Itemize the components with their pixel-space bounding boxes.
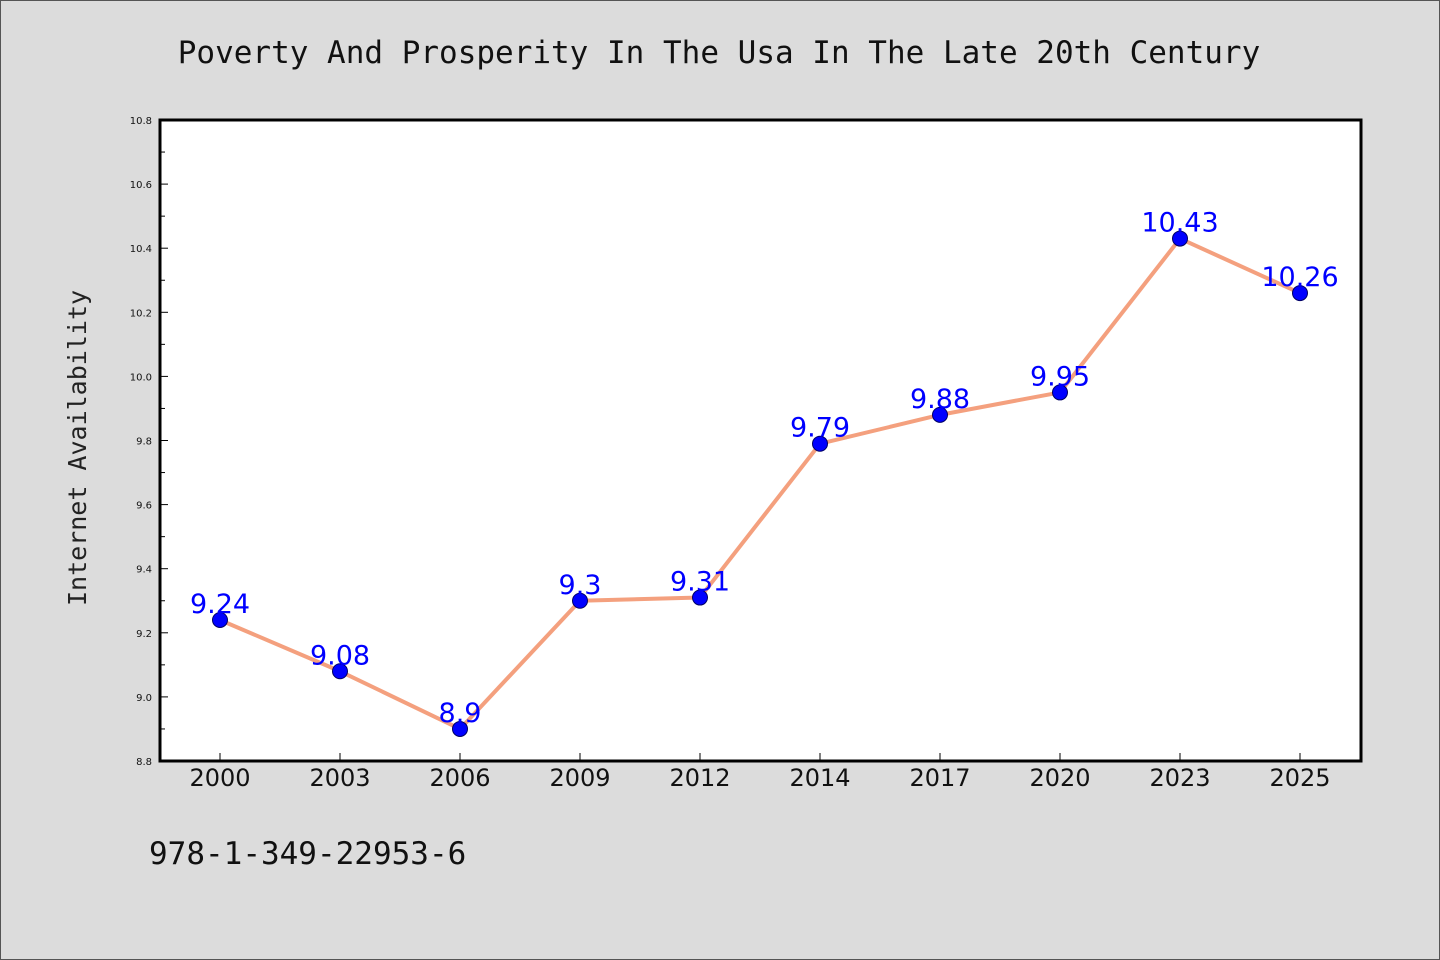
data-point xyxy=(1292,285,1308,302)
y-tick-label: 9.6 xyxy=(136,501,152,512)
x-tick-label: 2023 xyxy=(1149,764,1210,792)
x-tick-label: 2020 xyxy=(1029,764,1090,792)
data-point xyxy=(332,663,348,680)
data-point xyxy=(452,720,468,737)
y-axis-ticks: 8.8 9.0 9.2 9.4 9.6 9.8 10.0 10.2 10.4 10.6 10.8 xyxy=(130,116,168,768)
y-tick-label: 10.4 xyxy=(130,244,152,255)
data-label: 10.26 xyxy=(1261,262,1338,293)
x-axis-ticks: 2000 2003 2006 2009 2012 2014 2017 2020 2023 2025 xyxy=(189,753,1331,792)
x-tick-label: 2009 xyxy=(549,764,610,792)
data-point xyxy=(212,611,228,628)
y-axis-label: Internet Availability xyxy=(63,290,92,606)
x-tick-label: 2025 xyxy=(1269,764,1330,792)
data-label: 9.31 xyxy=(670,567,730,598)
data-point xyxy=(572,592,588,609)
x-tick-label: 2012 xyxy=(669,764,730,792)
data-label: 9.3 xyxy=(559,570,602,601)
x-tick-label: 2017 xyxy=(909,764,970,792)
data-point xyxy=(1052,384,1068,401)
data-label: 9.24 xyxy=(190,589,250,620)
data-label: 10.43 xyxy=(1141,208,1218,239)
series-line xyxy=(218,236,1302,731)
y-tick-label: 9.4 xyxy=(136,565,152,576)
plot-area xyxy=(160,120,1361,761)
x-tick-label: 2003 xyxy=(309,764,370,792)
data-point xyxy=(692,589,708,606)
y-tick-label: 10.6 xyxy=(130,180,152,191)
y-tick-label: 9.0 xyxy=(136,693,152,704)
data-label: 9.95 xyxy=(1030,361,1090,392)
x-tick-label: 2000 xyxy=(189,764,250,792)
y-tick-label: 10.8 xyxy=(130,116,152,127)
data-point xyxy=(812,435,828,452)
x-tick-label: 2006 xyxy=(429,764,490,792)
y-tick-label: 10.0 xyxy=(130,372,152,383)
footnote-code: 978-1-349-22953-6 xyxy=(149,836,466,872)
data-label: 9.88 xyxy=(910,384,970,415)
data-label: 9.79 xyxy=(790,413,850,444)
y-tick-label: 8.8 xyxy=(136,757,152,768)
data-label: 9.08 xyxy=(310,640,370,671)
y-tick-label: 10.2 xyxy=(130,308,152,319)
data-point xyxy=(932,406,948,423)
y-tick-label: 9.2 xyxy=(136,629,152,640)
x-tick-label: 2014 xyxy=(789,764,850,792)
data-label: 8.9 xyxy=(439,698,482,729)
y-tick-label: 9.8 xyxy=(136,437,152,448)
data-point xyxy=(1172,230,1188,247)
plot-border xyxy=(158,118,1363,763)
series-group: 9.24 9.08 8.9 9.3 9.31 9.79 9.88 9.95 10.43 10.26 xyxy=(190,208,1339,737)
chart-title: Poverty And Prosperity In The Usa In The… xyxy=(178,35,1261,71)
